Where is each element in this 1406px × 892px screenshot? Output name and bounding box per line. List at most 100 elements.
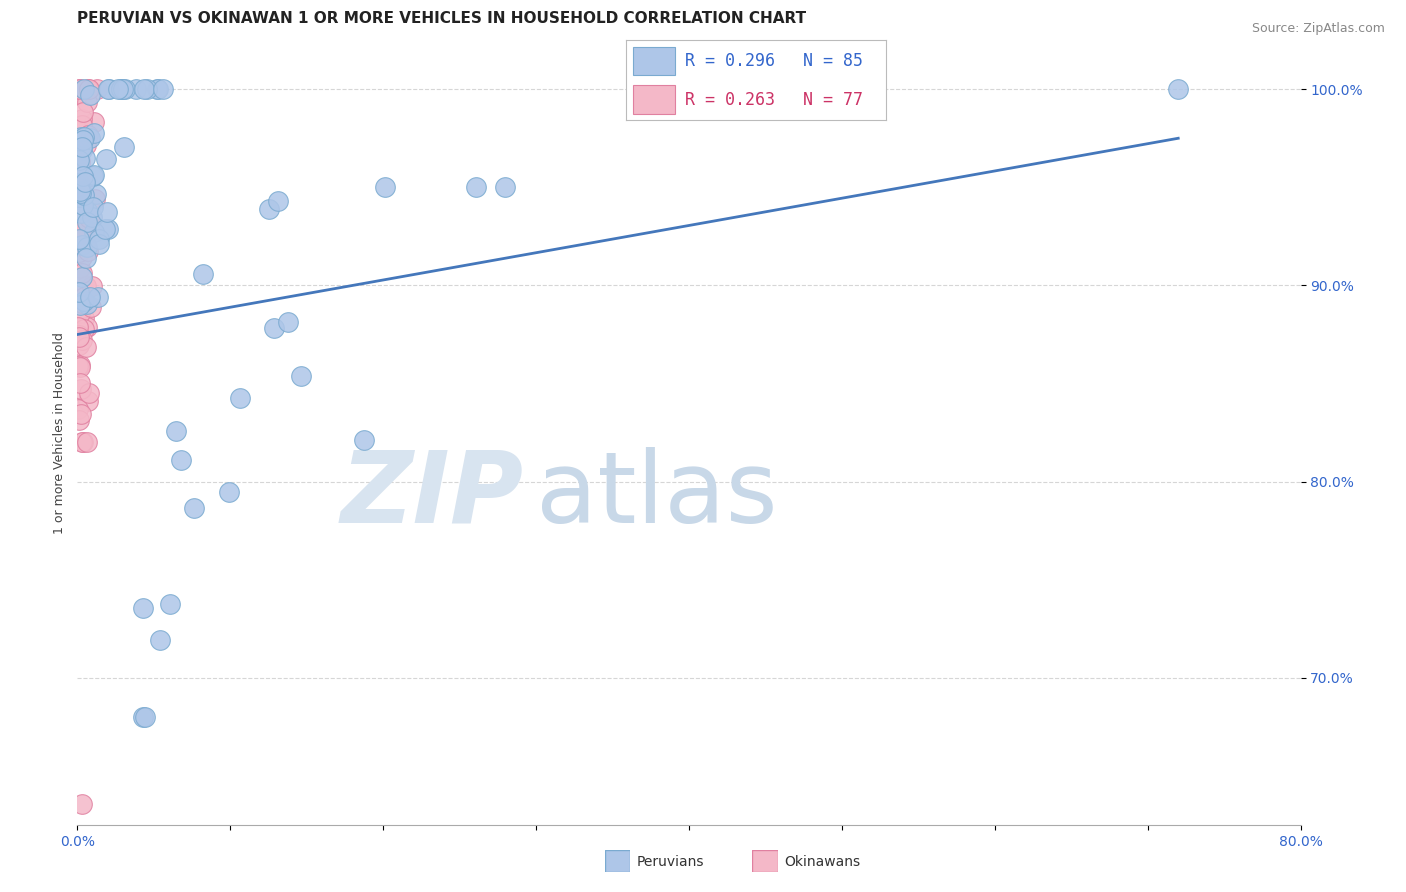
Point [97,222,120,236]
Point [72,266,94,280]
Point [69,298,91,312]
Point [67,232,90,246]
Point [67,82,90,96]
Point [218,485,240,500]
Point [67,176,90,190]
Point [72,105,94,120]
Point [112,139,135,153]
Point [114,82,136,96]
Point [86,82,108,96]
Point [146,82,169,96]
Point [70,205,93,219]
Point [70,118,93,132]
Point [66,401,89,416]
Point [84,192,107,206]
Point [89,232,111,246]
Point [67,190,90,204]
Point [66,168,89,182]
Point [191,267,214,281]
Point [132,600,155,615]
Point [79,131,101,145]
Point [229,391,252,405]
Point [77,386,100,401]
Point [290,369,312,384]
Text: N = 85: N = 85 [803,52,862,70]
Point [149,632,172,647]
Point [75,278,97,293]
Point [183,501,205,516]
Point [73,290,96,304]
Point [72,198,94,212]
Point [75,219,97,234]
Point [77,82,100,96]
Point [82,210,104,224]
Point [69,359,91,373]
Text: R = 0.263: R = 0.263 [686,91,776,109]
Point [69,360,91,375]
Point [73,175,96,189]
Point [125,82,148,96]
Point [67,220,90,235]
Point [263,321,285,335]
Point [70,112,93,126]
Point [146,82,169,96]
Point [494,180,516,194]
Point [73,225,96,239]
Point [67,141,90,155]
Point [73,151,96,165]
Text: R = 0.296: R = 0.296 [686,52,776,70]
Point [94,152,117,166]
Point [76,297,98,311]
Point [73,227,96,241]
Point [77,82,100,96]
Point [82,169,104,183]
Point [97,82,120,96]
Point [66,225,89,239]
Point [83,126,105,140]
Point [374,180,396,194]
Point [75,251,97,265]
Point [87,237,110,252]
Point [70,143,93,157]
Point [67,244,90,259]
Point [67,222,90,236]
Point [77,244,100,259]
Point [67,141,90,155]
Point [67,359,90,374]
Point [67,285,90,299]
Point [75,138,97,153]
Point [67,328,90,343]
Point [70,382,93,396]
Point [87,290,110,304]
Text: Peruvians: Peruvians [637,855,704,869]
Point [82,279,104,293]
Point [69,154,91,169]
Point [110,82,132,96]
Point [98,82,121,96]
Point [69,376,91,390]
Point [66,87,89,101]
Point [152,82,174,96]
Point [112,82,135,96]
Point [134,710,156,724]
Point [69,407,91,421]
Point [83,115,105,129]
Bar [634,85,675,114]
Point [1167,82,1189,96]
Point [70,270,93,285]
Point [72,220,94,235]
Point [67,182,90,196]
Text: Okinawans: Okinawans [785,855,860,869]
Point [67,167,90,181]
Point [165,424,187,438]
Point [66,212,89,227]
Point [69,185,91,199]
Point [67,181,90,195]
Point [83,168,105,182]
Point [132,710,155,724]
Point [73,322,96,336]
Point [69,261,91,276]
Point [67,145,90,160]
Point [73,187,96,202]
Point [70,186,93,200]
